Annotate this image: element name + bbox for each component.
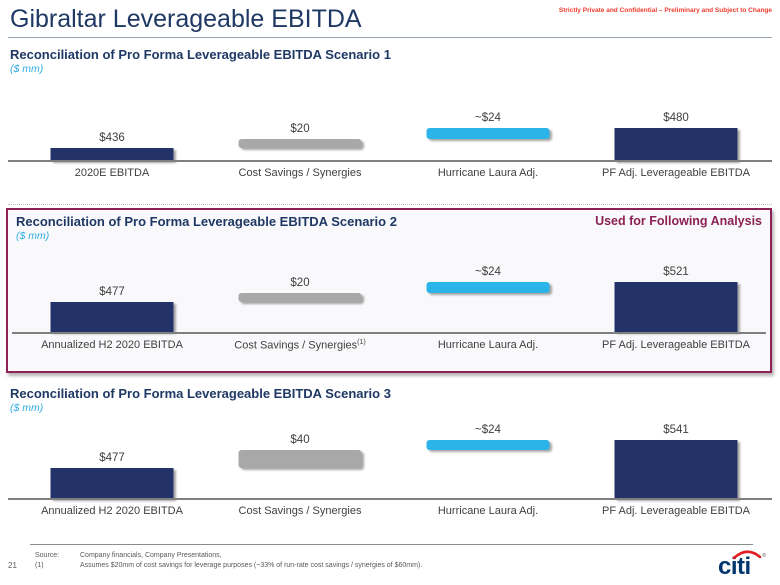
scenario-2-units-label: ($ mm) (16, 230, 50, 242)
scenario-3-category-labels: Annualized H2 2020 EBITDA Cost Savings / … (18, 505, 770, 517)
category-label: Hurricane Laura Adj. (437, 339, 539, 351)
scenario-3-units-label: ($ mm) (10, 402, 44, 414)
category-label: PF Adj. Leverageable EBITDA (602, 339, 750, 351)
used-for-analysis-badge: Used for Following Analysis (595, 214, 762, 228)
scenario-2-axis-line (12, 332, 766, 334)
source-label: Source: (35, 552, 60, 559)
bar-slot: $521 (582, 266, 770, 332)
bar-slot: $541 (582, 424, 770, 499)
navy-bar (50, 467, 174, 499)
bar-value-label: ~$24 (475, 266, 501, 278)
page-number: 21 (8, 561, 17, 570)
navy-bar (50, 302, 174, 332)
bar-slot: $477 (18, 267, 206, 332)
gray-bar (238, 292, 362, 302)
source-text: Company financials, Company Presentation… (80, 552, 222, 559)
category-label: Cost Savings / Synergies (238, 505, 362, 517)
bar-value-label: $477 (99, 451, 125, 464)
scenario-1-chart: $436 $20 ~$24 $480 (18, 101, 770, 161)
bar-value-label: $477 (99, 286, 125, 298)
footnote-1-label: (1) (35, 562, 44, 569)
category-label: Cost Savings / Synergies (238, 167, 362, 179)
cyan-bar (426, 282, 550, 293)
scenario-3-chart: $477 $40 ~$24 $541 (18, 424, 770, 499)
page-title: Gibraltar Leverageable EBITDA (10, 5, 362, 33)
category-label: 2020E EBITDA (74, 167, 150, 179)
category-label: Hurricane Laura Adj. (437, 167, 539, 179)
confidential-notice: Strictly Private and Confidential – Prel… (558, 7, 772, 14)
bar-slot: $20 (206, 267, 394, 332)
citi-logo: citi ® (718, 550, 768, 579)
gray-bar (238, 450, 362, 468)
bar-slot: $20 (206, 101, 394, 161)
bar-slot: ~$24 (394, 424, 582, 499)
category-label: Cost Savings / Synergies(1) (234, 339, 366, 352)
scenario-2-category-labels: Annualized H2 2020 EBITDA Cost Savings / … (18, 339, 770, 352)
bar-slot: ~$24 (394, 101, 582, 161)
bar-value-label: ~$24 (475, 112, 501, 125)
bar-slot: $436 (18, 101, 206, 161)
category-label: Annualized H2 2020 EBITDA (41, 339, 183, 351)
bar-value-label: $40 (290, 434, 310, 447)
bar-slot: $40 (206, 424, 394, 499)
category-label: Hurricane Laura Adj. (437, 505, 539, 517)
title-divider (8, 37, 772, 38)
cyan-bar (426, 439, 550, 451)
category-label: PF Adj. Leverageable EBITDA (602, 505, 750, 517)
bar-slot: $480 (582, 101, 770, 161)
bar-slot: $477 (18, 424, 206, 499)
bar-value-label: $436 (99, 132, 125, 145)
bar-value-label: $480 (663, 112, 689, 125)
cyan-bar (426, 128, 550, 140)
category-label: PF Adj. Leverageable EBITDA (602, 167, 750, 179)
gray-bar (238, 139, 362, 149)
scenario-1-title: Reconciliation of Pro Forma Leverageable… (10, 47, 391, 62)
bar-slot: ~$24 (394, 266, 582, 332)
bar-value-label: ~$24 (475, 423, 501, 436)
scenario-3-title: Reconciliation of Pro Forma Leverageable… (10, 386, 391, 401)
scenario-1-axis-line (8, 160, 772, 162)
bar-value-label: $521 (663, 266, 689, 278)
bar-value-label: $541 (663, 423, 689, 436)
scenario-2-chart: $477 $20 ~$24 $521 (18, 266, 770, 332)
scenario-2-highlight-box: Reconciliation of Pro Forma Leverageable… (6, 208, 772, 373)
navy-bar (50, 148, 174, 161)
citi-arc-icon (732, 550, 762, 560)
scenario-2-title: Reconciliation of Pro Forma Leverageable… (16, 214, 397, 229)
navy-bar (614, 282, 738, 332)
category-label: Annualized H2 2020 EBITDA (41, 505, 183, 517)
navy-bar (614, 128, 738, 161)
bar-value-label: $20 (290, 123, 310, 136)
scenario-3-axis-line (8, 498, 772, 500)
footnotes: Source: Company financials, Company Pres… (35, 551, 422, 570)
scenario-1-category-labels: 2020E EBITDA Cost Savings / Synergies Hurr… (18, 167, 770, 179)
scenario-1-units-label: ($ mm) (10, 63, 44, 75)
footer-divider (30, 544, 753, 545)
navy-bar (614, 439, 738, 499)
bar-value-label: $20 (290, 276, 310, 289)
footnote-1-text: Assumes $20mm of cost savings for levera… (80, 562, 423, 569)
registered-mark: ® (762, 553, 766, 559)
section-divider (8, 204, 772, 205)
